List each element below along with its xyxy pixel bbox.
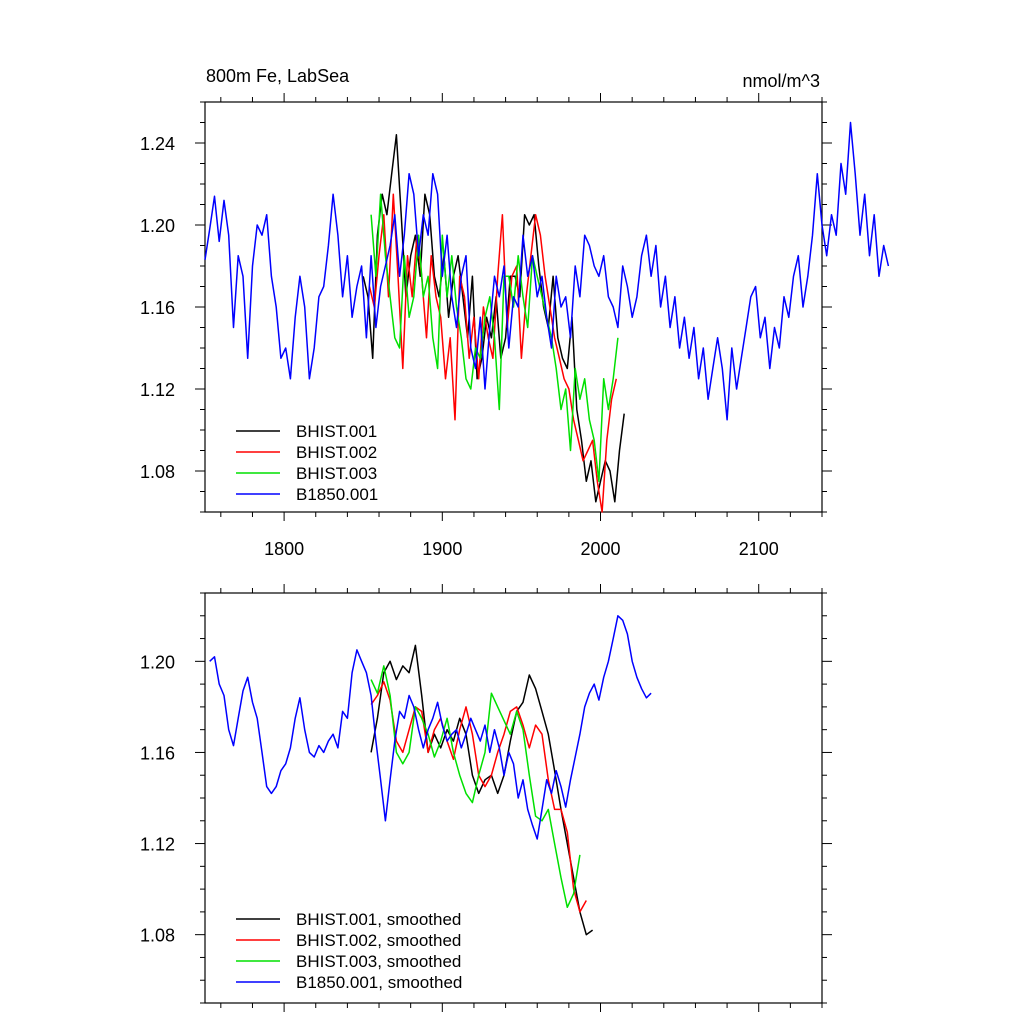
legend-label: BHIST.002 xyxy=(296,443,377,462)
y-tick-label: 1.20 xyxy=(140,216,175,236)
y-tick-label: 1.08 xyxy=(140,926,175,946)
x-tick-label: 2000 xyxy=(580,539,620,559)
series-line-bhist-003 xyxy=(370,193,619,483)
legend-label: BHIST.003, smoothed xyxy=(296,952,461,971)
x-tick-label: 2100 xyxy=(739,539,779,559)
bottom-panel-chart: 1.08 1.12 1.16 1.20 BHIST.001, smoothed BHIST… xyxy=(140,584,832,1012)
legend-label: BHIST.002, smoothed xyxy=(296,931,461,950)
y-tick-label: 1.24 xyxy=(140,134,175,154)
series-line-b1850-001-smoothed xyxy=(209,615,652,840)
y-tick-label: 1.16 xyxy=(140,298,175,318)
legend-label: BHIST.003 xyxy=(296,464,377,483)
top-panel-chart: 800m Fe, LabSea nmol/m^3 1800 1900 2000 210… xyxy=(140,66,890,559)
legend-label: B1850.001, smoothed xyxy=(296,973,462,992)
series-line-bhist-003-smoothed xyxy=(370,665,581,909)
x-tick-label: 1900 xyxy=(422,539,462,559)
top-chart-units: nmol/m^3 xyxy=(743,71,820,91)
series-line-b1850-001 xyxy=(204,121,890,421)
y-tick-label: 1.08 xyxy=(140,462,175,482)
legend-label: BHIST.001, smoothed xyxy=(296,910,461,929)
series-line-bhist-001 xyxy=(362,134,625,503)
legend-label: BHIST.001 xyxy=(296,422,377,441)
y-tick-label: 1.16 xyxy=(140,743,175,763)
y-tick-label: 1.12 xyxy=(140,380,175,400)
x-tick-label: 1800 xyxy=(264,539,304,559)
y-tick-label: 1.20 xyxy=(140,652,175,672)
top-chart-title: 800m Fe, LabSea xyxy=(206,66,350,86)
y-tick-label: 1.12 xyxy=(140,835,175,855)
series-line-bhist-002 xyxy=(368,193,618,513)
series-line-bhist-001-smoothed xyxy=(370,644,594,936)
legend-label: B1850.001 xyxy=(296,485,378,504)
